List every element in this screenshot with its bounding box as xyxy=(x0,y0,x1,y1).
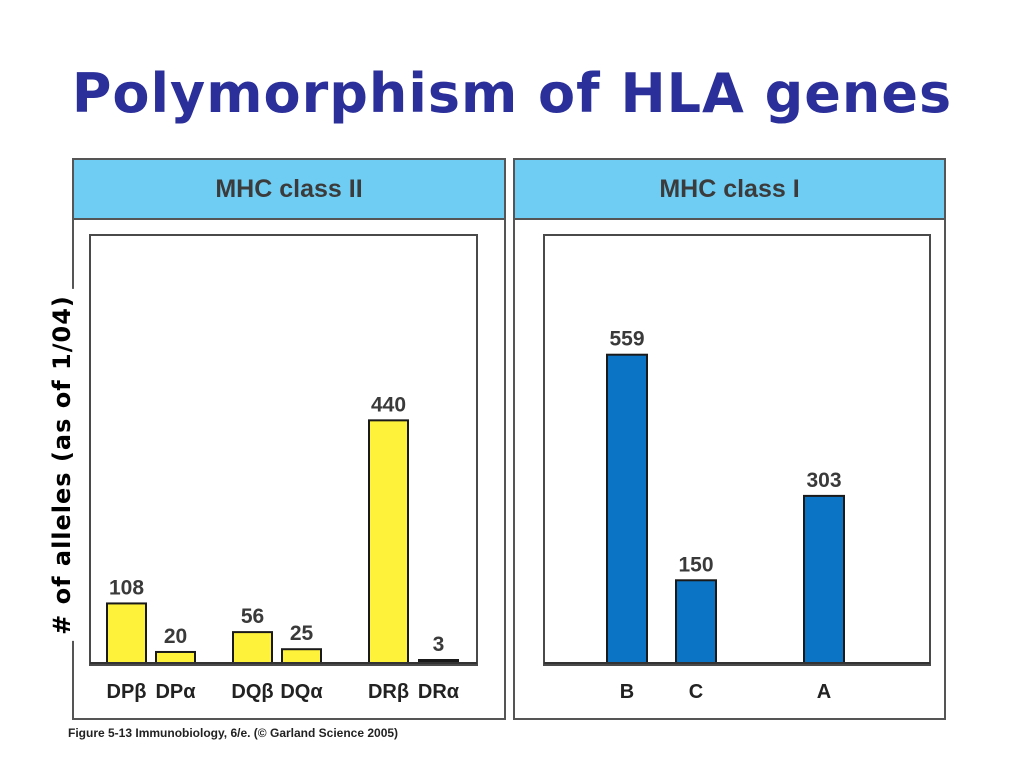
data-label: 108 xyxy=(109,576,144,599)
bar xyxy=(675,579,717,664)
mhc-class-ii-panel: MHC class II 108 DPβ 20 DPα 56 DQβ 25 DQα 440 DRβ… xyxy=(72,158,506,720)
bar xyxy=(106,602,147,664)
bar xyxy=(281,648,322,664)
data-label: 559 xyxy=(609,328,644,351)
mhc-class-ii-header: MHC class II xyxy=(74,160,504,220)
data-label: 3 xyxy=(433,633,445,656)
data-label: 303 xyxy=(806,469,841,492)
bar xyxy=(803,494,845,665)
category-label: DRβ xyxy=(368,681,409,703)
mhc-class-ii-chart: 108 DPβ 20 DPα 56 DQβ 25 DQα 440 DRβ 3 DRα xyxy=(89,234,478,703)
data-label: 20 xyxy=(164,625,187,648)
mhc-class-i-panel: MHC class I 559 B 150 C 303 A xyxy=(513,158,946,720)
category-label: DPβ xyxy=(107,681,147,703)
category-label: DQβ xyxy=(231,681,273,703)
category-label: DRα xyxy=(418,681,460,703)
mhc-class-i-header: MHC class I xyxy=(515,160,944,220)
plot-frame xyxy=(89,234,478,666)
data-label: 150 xyxy=(678,553,713,576)
bar xyxy=(155,650,196,665)
bar xyxy=(606,353,648,665)
figure-caption: Figure 5-13 Immunobiology, 6/e. (© Garla… xyxy=(68,726,399,740)
data-label: 25 xyxy=(290,622,314,645)
category-label: DPα xyxy=(155,681,196,703)
bar xyxy=(232,631,273,664)
category-label: B xyxy=(620,681,634,703)
y-axis-label: # of alleles (as of 1/04) xyxy=(48,289,76,641)
bar xyxy=(368,419,409,664)
data-label: 440 xyxy=(371,393,406,416)
category-label: DQα xyxy=(280,681,323,703)
plot-frame xyxy=(543,234,931,666)
category-label: C xyxy=(689,681,703,703)
data-label: 56 xyxy=(241,605,264,628)
category-label: A xyxy=(817,681,831,703)
page-title: Polymorphism of HLA genes xyxy=(71,62,953,125)
mhc-class-i-chart: 559 B 150 C 303 A xyxy=(543,234,931,703)
